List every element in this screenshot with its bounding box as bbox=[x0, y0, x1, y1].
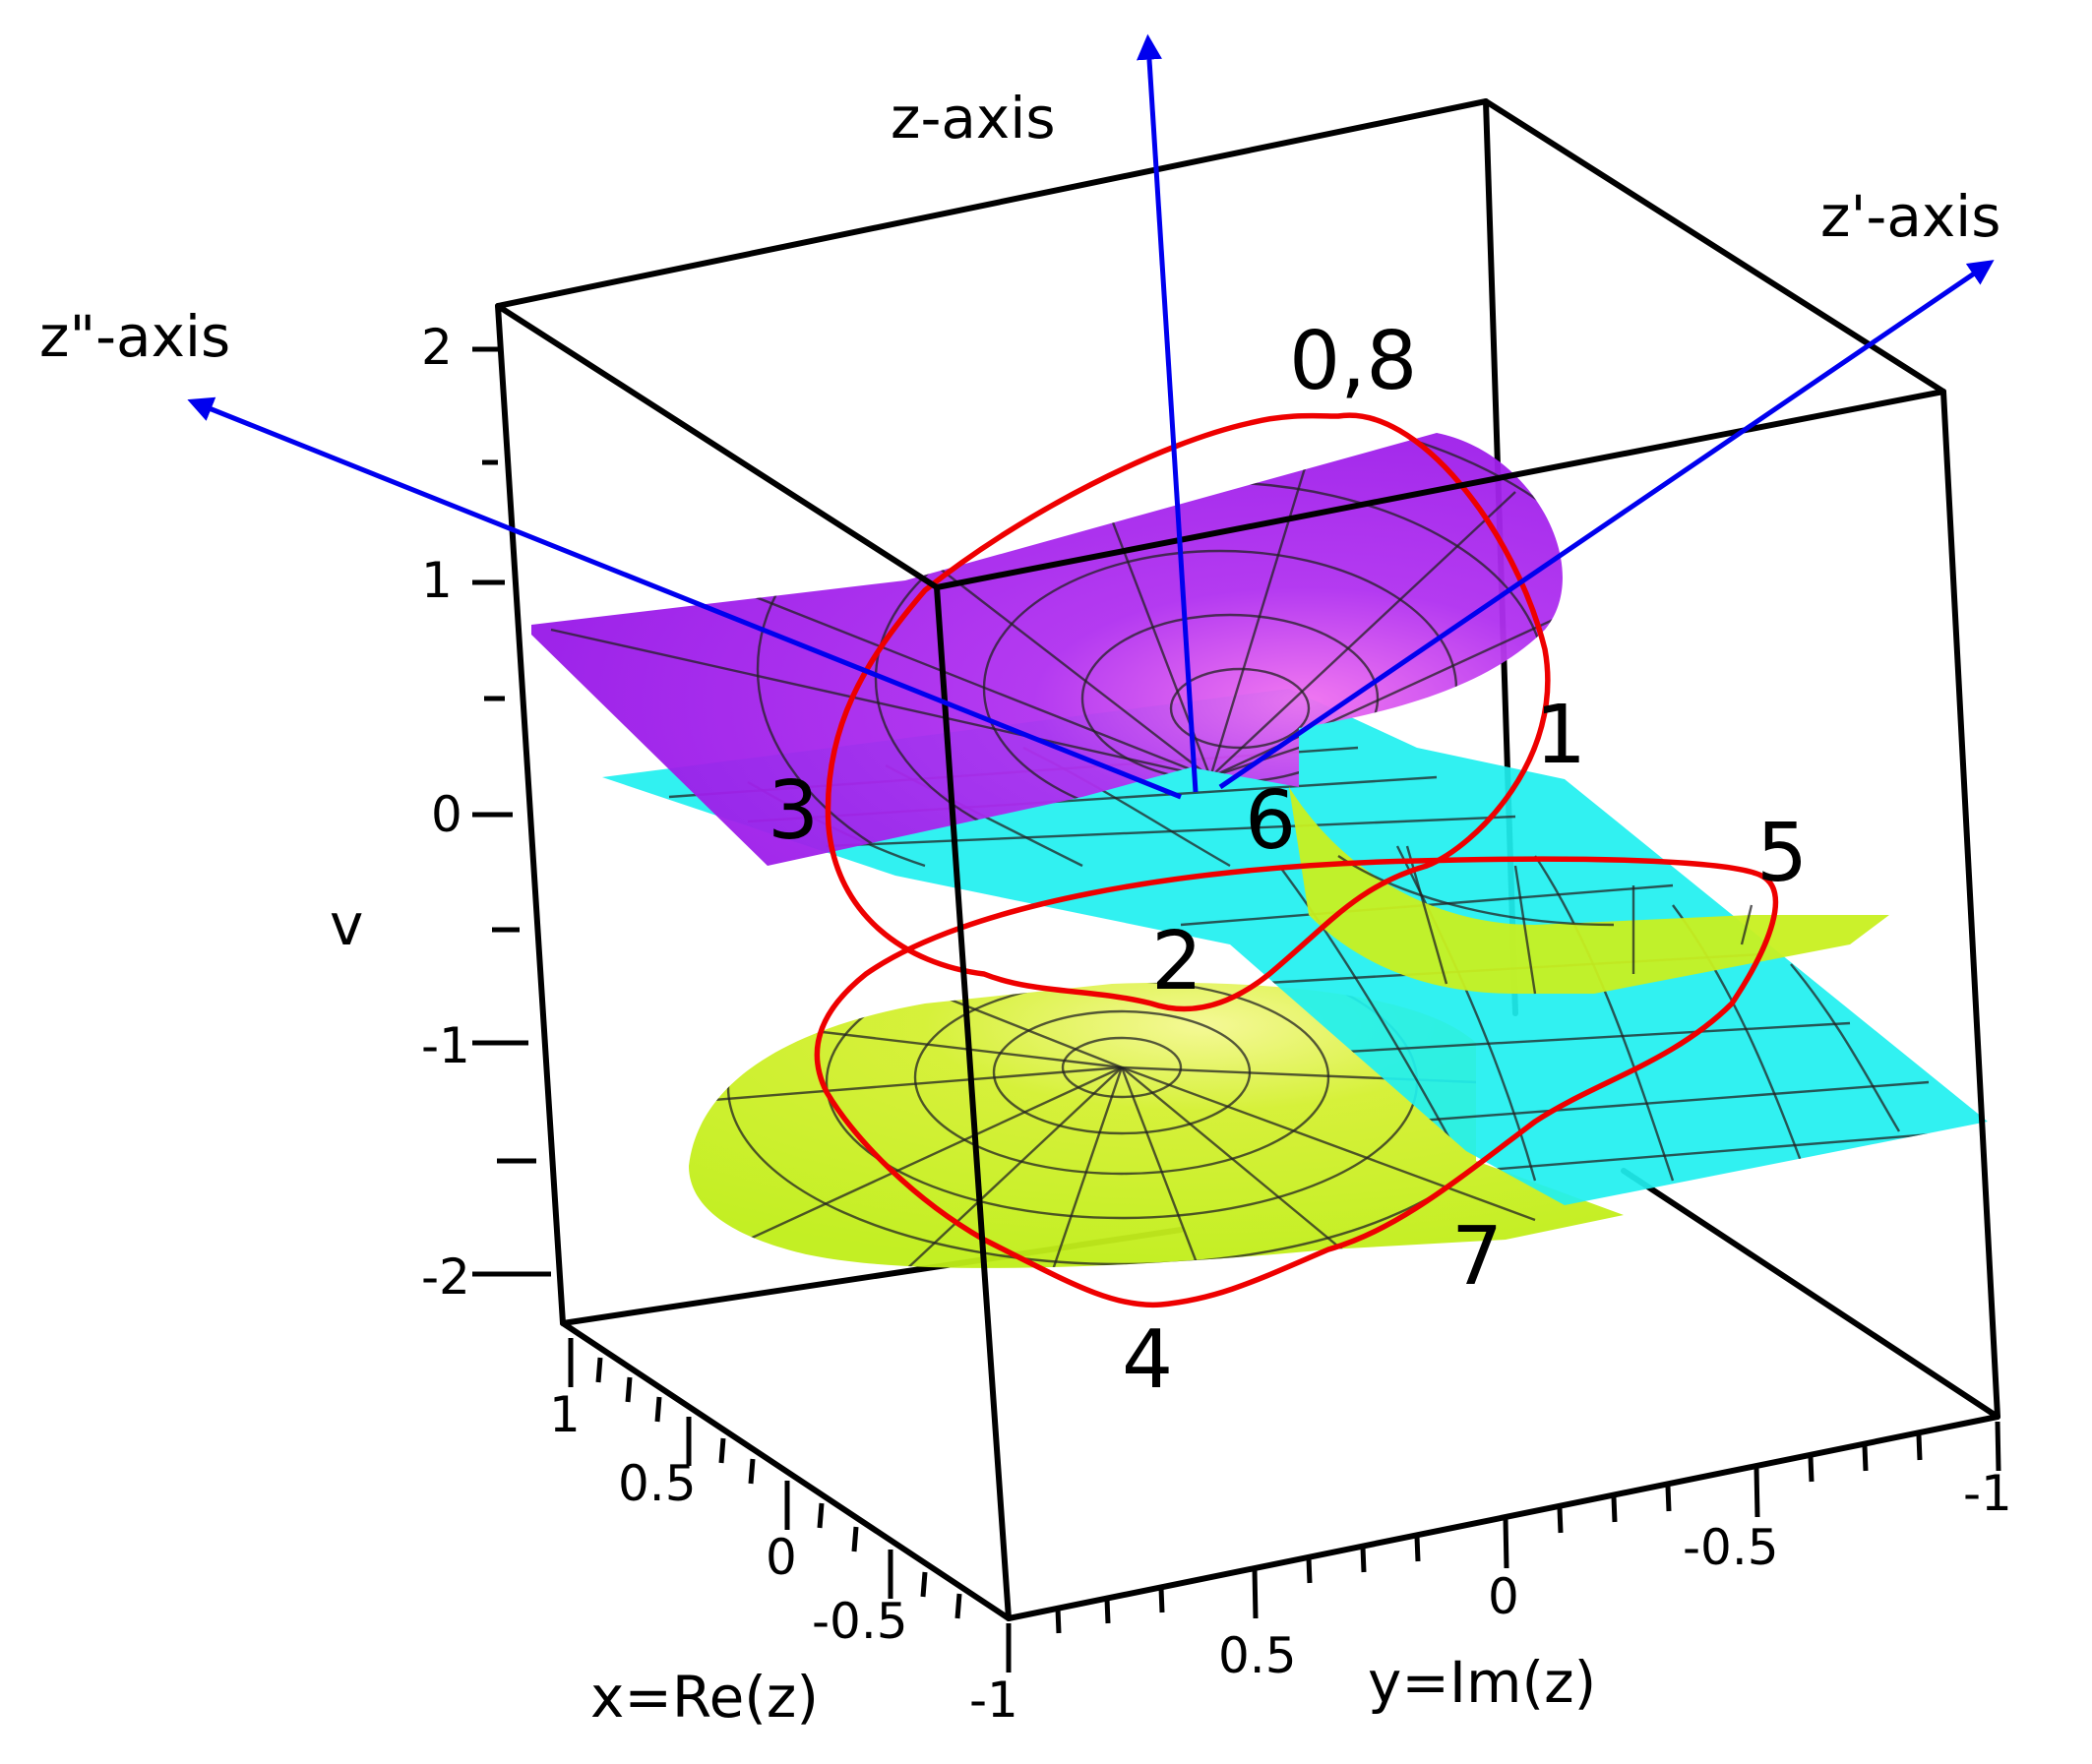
z-prime-axis-arrow bbox=[1218, 260, 1995, 790]
z-double-prime-axis-arrow bbox=[187, 396, 1182, 800]
point-label-1: 1 bbox=[1535, 689, 1586, 782]
v-axis-title: v bbox=[330, 891, 363, 958]
x-tick-0: 0 bbox=[766, 1529, 797, 1586]
point-label-4: 4 bbox=[1122, 1313, 1173, 1407]
point-label-3: 3 bbox=[768, 764, 819, 858]
v-axis: 2 1 0 -1 -2 v bbox=[330, 319, 551, 1306]
box-front-edges bbox=[495, 303, 2000, 1621]
point-label-6: 6 bbox=[1245, 774, 1296, 868]
x-tick-1: 1 bbox=[549, 1386, 581, 1443]
y-tick-0.5: 0.5 bbox=[1218, 1627, 1297, 1684]
z-double-prime-axis-label: z"-axis bbox=[39, 303, 230, 370]
y-axis-title: y=Im(z) bbox=[1368, 1649, 1596, 1716]
v-tick-0: 0 bbox=[431, 786, 462, 843]
y-tick-neg0.5: -0.5 bbox=[1683, 1519, 1779, 1576]
point-label-7: 7 bbox=[1451, 1210, 1503, 1304]
point-label-5: 5 bbox=[1756, 807, 1808, 900]
v-tick-neg1: -1 bbox=[421, 1017, 470, 1074]
path-point-labels: 0,8 1 2 3 4 5 6 7 bbox=[768, 315, 1808, 1407]
v-tick-neg2: -2 bbox=[421, 1248, 470, 1306]
point-label-0-8: 0,8 bbox=[1289, 315, 1417, 408]
path-curves bbox=[814, 412, 1779, 1308]
y-tick-0: 0 bbox=[1488, 1568, 1519, 1625]
upper-loop bbox=[825, 412, 1551, 1012]
x-tick-0.5: 0.5 bbox=[618, 1455, 697, 1512]
lower-loop bbox=[814, 856, 1779, 1308]
y-tick-neg1: -1 bbox=[1963, 1465, 2012, 1522]
z-axis-arrow bbox=[1137, 33, 1199, 793]
z-axis-label: z-axis bbox=[891, 85, 1056, 152]
x-axis-title: x=Re(z) bbox=[590, 1664, 819, 1731]
x-tick-neg0.5: -0.5 bbox=[812, 1593, 908, 1650]
y-axis: 0.5 0 -0.5 -1 y=Im(z) bbox=[1055, 1421, 2012, 1716]
x-axis: 1 0.5 0 -0.5 -1 x=Re(z) bbox=[549, 1338, 1018, 1731]
v-tick-1: 1 bbox=[421, 552, 453, 609]
v-tick-2: 2 bbox=[421, 319, 453, 376]
reference-axes bbox=[187, 33, 1995, 800]
point-label-2: 2 bbox=[1151, 915, 1202, 1008]
x-tick-neg1: -1 bbox=[969, 1672, 1018, 1729]
z-prime-axis-label: z'-axis bbox=[1820, 183, 2001, 250]
